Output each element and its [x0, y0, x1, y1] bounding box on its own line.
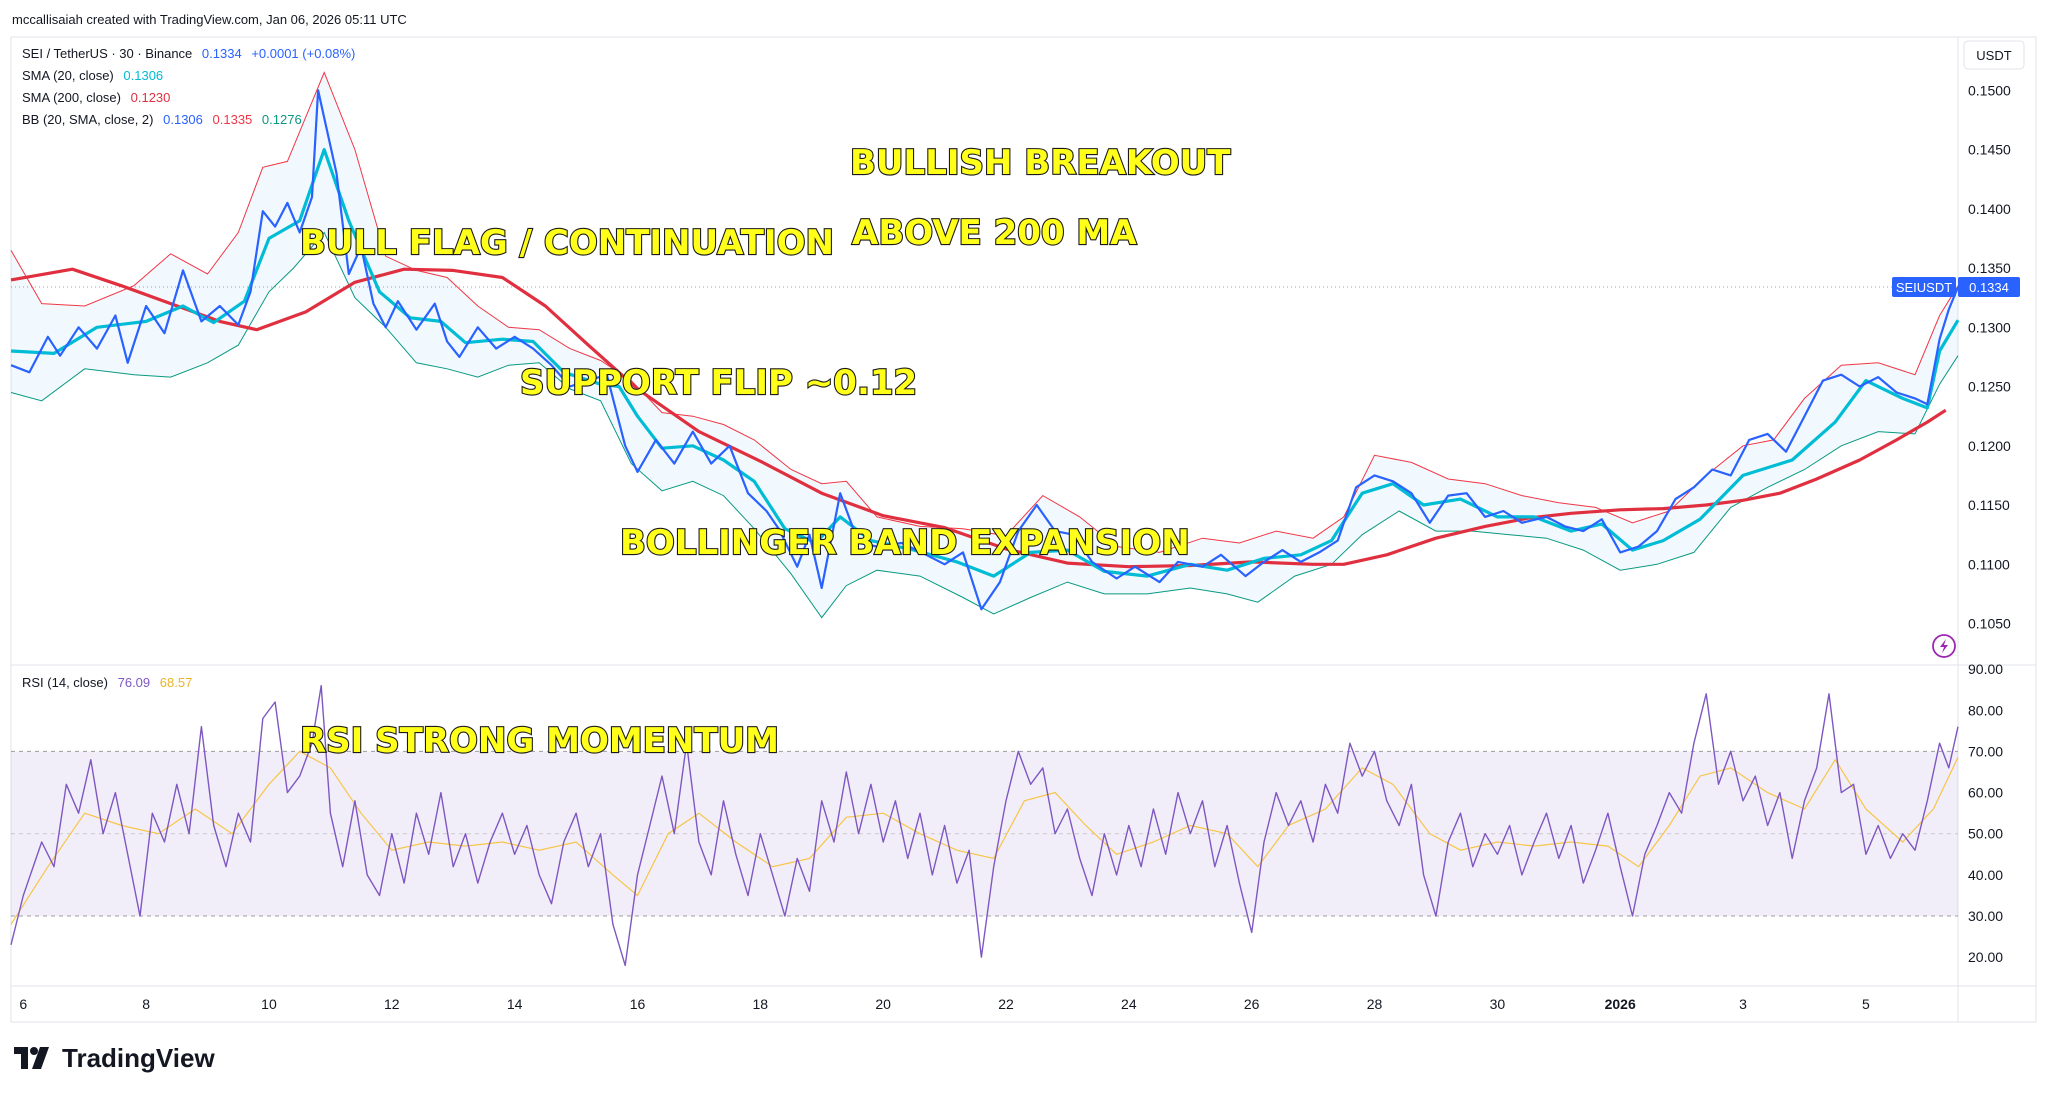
legend-change: +0.0001 (+0.08%): [251, 46, 355, 61]
price-pane[interactable]: [10, 71, 1960, 619]
price-tick-label: 0.1100: [1968, 556, 2010, 572]
time-axis[interactable]: 6 8 10 12 14 16 18 20 22 24 26 28 30 2026 3 5: [19, 996, 1870, 1012]
legend-bb-label: BB (20, SMA, close, 2): [22, 112, 154, 127]
legend-row-rsi: RSI (14, close) 76.09 68.57: [22, 675, 192, 690]
annotation-bullish-breakout: BULLISH BREAKOUT: [850, 143, 1231, 183]
price-tick-label: 0.1300: [1968, 319, 2011, 335]
lightning-icon[interactable]: [1932, 634, 1956, 658]
currency-box-frame: [1963, 40, 2025, 70]
legend-row-bb: BB (20, SMA, close, 2) 0.1306 0.1335 0.1…: [22, 112, 302, 127]
logo-text: TradingView: [62, 1043, 215, 1073]
time-tick-label: 6: [19, 996, 27, 1012]
price-tag: SEIUSDT 0.1334: [1892, 277, 2020, 298]
time-tick-label: 18: [753, 996, 769, 1012]
price-tick-label: 0.1200: [1968, 438, 2011, 454]
rsi-tick-label: 30.00: [1968, 908, 2003, 924]
annotations: BULL FLAG / CONTINUATION BULLISH BREAKOU…: [299, 142, 1232, 762]
price-tick-label: 0.1450: [1968, 142, 2011, 158]
annotation-support-flip: SUPPORT FLIP ~0.12: [520, 363, 917, 403]
time-tick-label: 30: [1490, 996, 1506, 1012]
time-tick-label: 20: [875, 996, 891, 1012]
time-tick-label: 28: [1367, 996, 1383, 1012]
rsi-axis[interactable]: 90.00 80.00 70.00 60.00 50.00 40.00 30.00 20.00: [1968, 661, 2003, 965]
price-tick-label: 0.1250: [1968, 379, 2011, 395]
rsi-legend-label: RSI (14, close): [22, 675, 108, 690]
rsi-tick-label: 70.00: [1968, 743, 2003, 759]
pane-frames: [10, 36, 2037, 1023]
price-tick-label: 0.1050: [1968, 616, 2011, 632]
currency-label: USDT: [1976, 48, 2011, 63]
rsi-tick-label: 60.00: [1968, 785, 2003, 801]
annotation-above-200ma: ABOVE 200 MA: [852, 213, 1137, 253]
annotation-rsi-momentum: RSI STRONG MOMENTUM: [300, 721, 779, 761]
legend-bb-lower: 0.1276: [262, 112, 302, 127]
rsi-tick-label: 40.00: [1968, 867, 2003, 883]
price-tick-label: 0.1350: [1968, 260, 2011, 276]
legend-bb-upper: 0.1335: [213, 112, 253, 127]
time-tick-label: 26: [1244, 996, 1260, 1012]
time-tick-label: 3: [1739, 996, 1747, 1012]
time-tick-label: 22: [998, 996, 1014, 1012]
legend-bb-basis: 0.1306: [163, 112, 203, 127]
time-tick-label: 5: [1862, 996, 1870, 1012]
price-tick-label: 0.1400: [1968, 201, 2011, 217]
price-tick-label: 0.1150: [1968, 497, 2010, 513]
annotation-bb-expansion: BOLLINGER BAND EXPANSION: [620, 523, 1190, 563]
rsi-legend[interactable]: RSI (14, close) 76.09 68.57: [22, 675, 192, 690]
lightning-icon-bolt: [1940, 639, 1948, 653]
price-tag-value: 0.1334: [1969, 280, 2009, 295]
legend-sma20-value: 0.1306: [123, 68, 163, 83]
time-tick-label: 12: [384, 996, 400, 1012]
logo-mark-dot: [30, 1047, 38, 1055]
rsi-ma-line: [10, 750, 1959, 925]
time-tick-label: 14: [507, 996, 523, 1012]
sma200-line: [10, 267, 1947, 569]
time-tick-label: 24: [1121, 996, 1137, 1012]
rsi-tick-label: 90.00: [1968, 661, 2003, 677]
legend-sma200-label: SMA (200, close): [22, 90, 121, 105]
legend-sma20-label: SMA (20, close): [22, 68, 114, 83]
annotation-bull-flag: BULL FLAG / CONTINUATION: [300, 223, 834, 263]
price-tag-value-bg: [1958, 277, 2020, 298]
time-tick-label: 10: [261, 996, 277, 1012]
time-tick-label: 16: [630, 996, 646, 1012]
bollinger-lower-line: [10, 231, 1959, 619]
main-frame: [10, 36, 2037, 1023]
price-tick-label: 0.1500: [1968, 82, 2011, 98]
price-tag-symbol-bg: [1892, 277, 1956, 298]
rsi-legend-ma: 68.57: [160, 675, 193, 690]
price-tag-symbol: SEIUSDT: [1896, 280, 1952, 295]
sma20-line: [10, 148, 1960, 578]
price-legend[interactable]: SEI / TetherUS · 30 · Binance 0.1334 +0.…: [22, 46, 355, 127]
rsi-pane[interactable]: [10, 684, 1959, 967]
legend-sma200-value: 0.1230: [131, 90, 171, 105]
rsi-tick-label: 20.00: [1968, 949, 2003, 965]
tradingview-logo[interactable]: TradingView: [14, 1043, 215, 1073]
legend-row-sma20: SMA (20, close) 0.1306: [22, 68, 163, 83]
time-tick-label: 8: [142, 996, 150, 1012]
rsi-line: [10, 684, 1959, 967]
price-line: [10, 89, 1960, 611]
legend-row-symbol: SEI / TetherUS · 30 · Binance 0.1334 +0.…: [22, 46, 355, 61]
rsi-band-fill: [11, 751, 1958, 917]
currency-box[interactable]: USDT: [1963, 40, 2025, 70]
legend-price: 0.1334: [202, 46, 242, 61]
rsi-tick-label: 80.00: [1968, 702, 2003, 718]
logo-mark-slash: [32, 1047, 49, 1069]
price-axis[interactable]: 0.1500 0.1450 0.1400 0.1350 0.1300 0.1250 0.12…: [1968, 82, 2011, 631]
logo-mark-icon: [14, 1047, 28, 1069]
legend-symbol: SEI / TetherUS · 30 · Binance: [22, 46, 192, 61]
rsi-legend-value: 76.09: [118, 675, 151, 690]
header-credit: mccallisaiah created with TradingView.co…: [12, 12, 407, 27]
legend-row-sma200: SMA (200, close) 0.1230: [22, 90, 170, 105]
time-tick-label: 2026: [1605, 996, 1636, 1012]
rsi-tick-label: 50.00: [1968, 826, 2003, 842]
